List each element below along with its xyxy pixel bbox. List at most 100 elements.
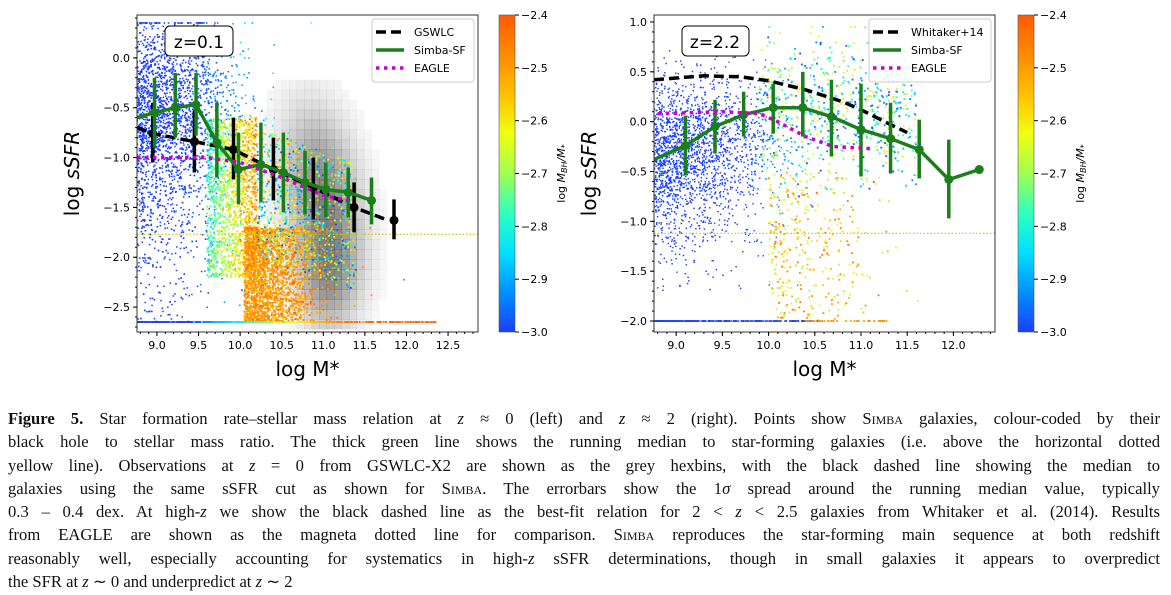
galaxy-point <box>207 186 210 189</box>
galaxy-point <box>255 129 258 132</box>
galaxy-point <box>218 162 221 165</box>
galaxy-point <box>158 130 160 133</box>
galaxy-point <box>254 202 257 205</box>
galaxy-point <box>159 124 161 127</box>
galaxy-point <box>231 199 234 202</box>
galaxy-point <box>208 102 211 104</box>
galaxy-point <box>189 158 191 160</box>
galaxy-point <box>213 275 215 277</box>
galaxy-point <box>147 183 149 185</box>
galaxy-point <box>207 259 210 262</box>
galaxy-point <box>159 60 161 62</box>
galaxy-point <box>166 113 169 115</box>
galaxy-point <box>171 210 173 212</box>
galaxy-point <box>206 83 209 86</box>
hexbin <box>364 239 373 250</box>
galaxy-point <box>153 247 156 250</box>
galaxy-point <box>164 84 167 86</box>
galaxy-point <box>236 230 239 233</box>
galaxy-point <box>184 116 186 119</box>
galaxy-point <box>231 191 234 194</box>
galaxy-point <box>239 176 242 178</box>
galaxy-point <box>206 131 209 134</box>
galaxy-point <box>175 204 178 206</box>
galaxy-point <box>253 100 255 102</box>
galaxy-point <box>209 146 212 149</box>
galaxy-point <box>185 61 187 64</box>
hexbin <box>289 109 298 121</box>
galaxy-point <box>170 318 173 320</box>
galaxy-point <box>180 100 182 103</box>
hexbin <box>311 129 320 141</box>
galaxy-point <box>216 248 219 251</box>
galaxy-point <box>158 119 161 122</box>
galaxy-point <box>240 250 243 253</box>
galaxy-point <box>219 257 222 260</box>
galaxy-point <box>207 101 210 104</box>
galaxy-point <box>201 64 204 66</box>
galaxy-point <box>171 81 173 83</box>
galaxy-point <box>212 202 215 204</box>
galaxy-point <box>196 64 199 67</box>
galaxy-point <box>142 150 145 152</box>
hexbin <box>281 99 290 111</box>
hexbin <box>349 119 358 131</box>
galaxy-point <box>140 106 143 109</box>
galaxy-point <box>144 64 146 67</box>
galaxy-point <box>190 124 192 127</box>
galaxy-point <box>227 175 229 178</box>
galaxy-point <box>207 262 210 265</box>
hexbin <box>266 159 275 171</box>
galaxy-point <box>154 158 157 161</box>
galaxy-point <box>146 103 148 106</box>
galaxy-point <box>199 188 201 190</box>
galaxy-point <box>248 179 251 182</box>
galaxy-point <box>241 261 244 264</box>
galaxy-point <box>235 247 238 249</box>
galaxy-point <box>157 66 160 69</box>
galaxy-point <box>162 96 165 99</box>
galaxy-point <box>218 212 221 215</box>
galaxy-point <box>179 92 181 95</box>
galaxy-point <box>161 71 163 74</box>
galaxy-point <box>145 27 148 30</box>
galaxy-point <box>150 125 152 128</box>
galaxy-point <box>252 98 255 100</box>
galaxy-point <box>254 143 257 146</box>
hexbin <box>326 179 335 190</box>
galaxy-point <box>204 128 207 131</box>
galaxy-point <box>182 59 185 62</box>
galaxy-point <box>159 176 161 179</box>
galaxy-point <box>251 175 254 178</box>
galaxy-point <box>227 118 229 121</box>
galaxy-point <box>182 231 185 233</box>
galaxy-point <box>222 250 225 252</box>
galaxy-point <box>171 124 173 127</box>
hexbin <box>356 269 365 280</box>
galaxy-point <box>242 181 245 184</box>
galaxy-point <box>144 160 147 163</box>
galaxy-point <box>208 166 211 169</box>
galaxy-point <box>173 22 176 24</box>
galaxy-point <box>159 75 161 77</box>
galaxy-point <box>141 164 144 167</box>
galaxy-point <box>202 77 205 79</box>
galaxy-point <box>169 84 172 87</box>
galaxy-point <box>206 149 208 151</box>
galaxy-point <box>165 95 167 97</box>
galaxy-point <box>254 195 257 198</box>
galaxy-point <box>203 175 205 177</box>
galaxy-point <box>177 111 180 113</box>
hexbin <box>371 219 380 230</box>
galaxy-point <box>160 178 162 181</box>
hexbin <box>334 139 343 151</box>
galaxy-point <box>287 132 290 134</box>
galaxy-point <box>233 216 236 219</box>
galaxy-point <box>239 53 242 55</box>
galaxy-point <box>205 80 207 83</box>
galaxy-point <box>227 142 230 145</box>
galaxy-point <box>203 93 205 95</box>
galaxy-point <box>241 150 244 152</box>
galaxy-point <box>219 222 222 224</box>
galaxy-point <box>224 258 226 261</box>
